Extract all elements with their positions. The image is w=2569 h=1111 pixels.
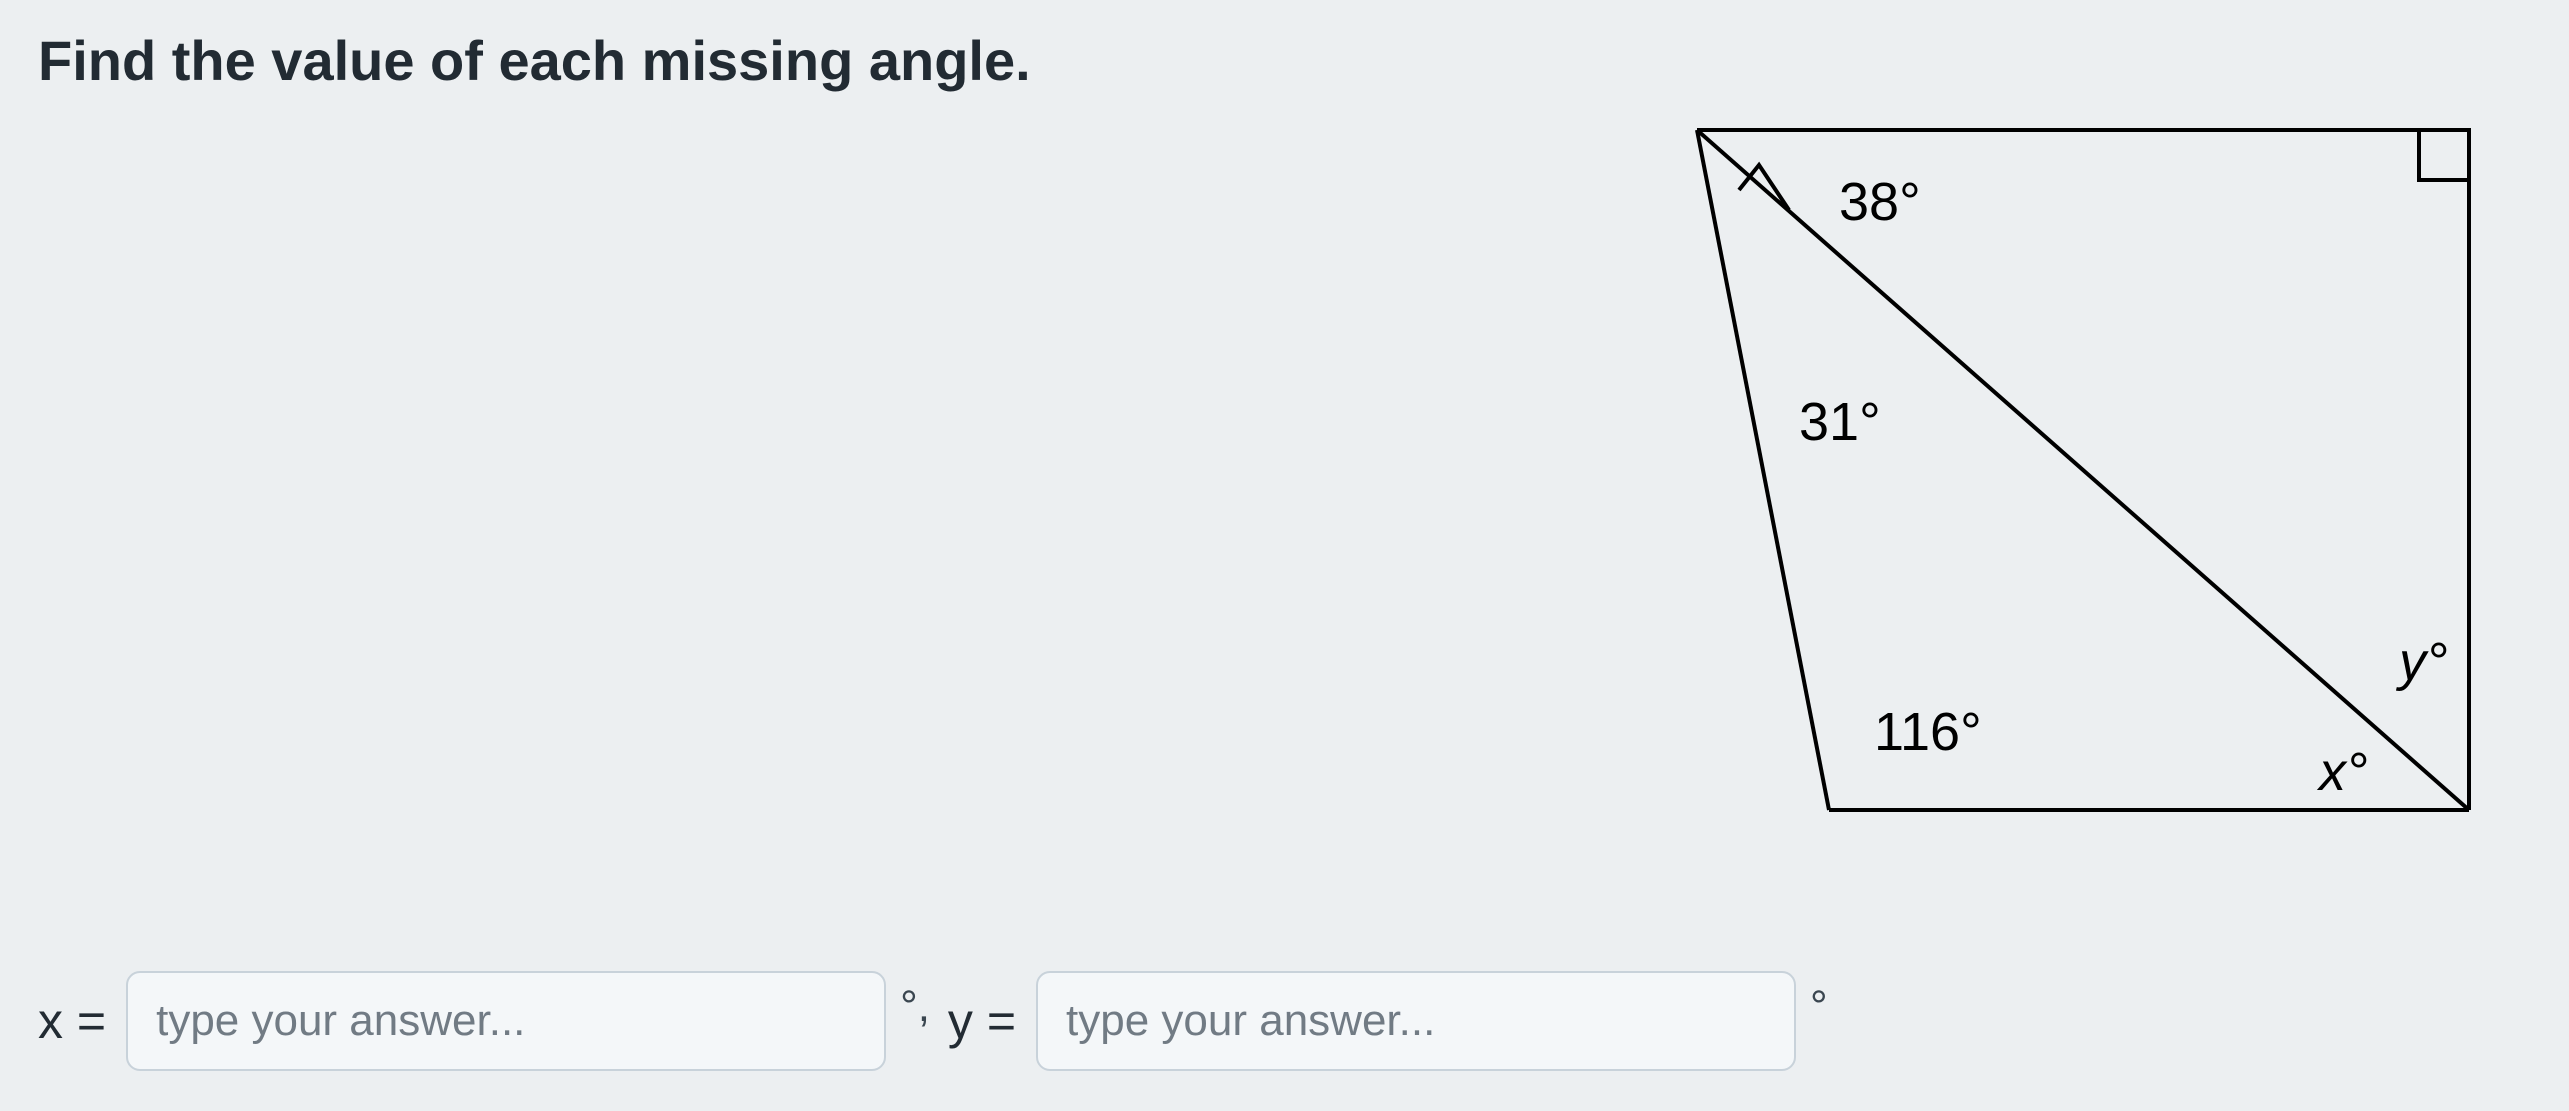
y-equals-label: y = [948, 992, 1016, 1050]
y-degree-suffix: ° [1810, 982, 1828, 1032]
right-angle-marker [2419, 130, 2469, 180]
y-answer-input[interactable] [1036, 971, 1796, 1071]
figure-svg: 38° 31° 116° x° y° [1629, 110, 2529, 870]
left-slant [1697, 130, 1829, 810]
angle-label-y: y° [2395, 632, 2448, 692]
angle-label-x: x° [2316, 742, 2368, 802]
answer-inputs-row: x = °, y = ° [38, 971, 1836, 1071]
angle-label-top-lower: 31° [1799, 392, 1881, 452]
x-answer-input[interactable] [126, 971, 886, 1071]
geometry-figure: 38° 31° 116° x° y° [1629, 110, 2529, 870]
question-text: Find the value of each missing angle. [38, 28, 1031, 93]
diagonal [1697, 130, 2469, 810]
angle-label-top-upper: 38° [1839, 172, 1921, 232]
angle-label-left-bottom: 116° [1874, 702, 1982, 762]
x-degree-suffix: °, [900, 982, 930, 1032]
x-equals-label: x = [38, 992, 106, 1050]
